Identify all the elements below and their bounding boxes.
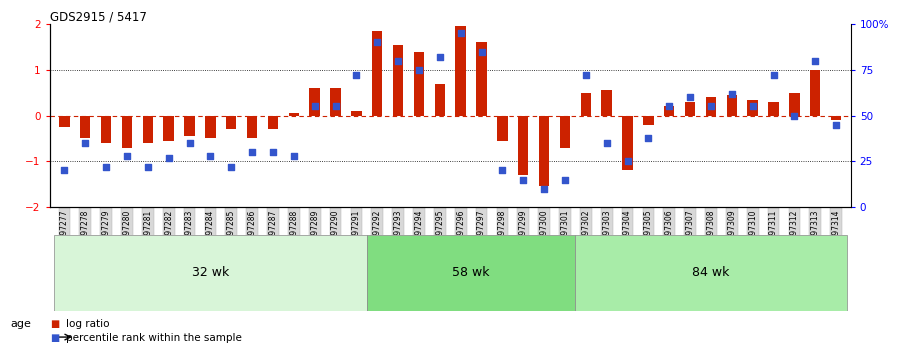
Bar [164,116,174,141]
Text: GDS2915 / 5417: GDS2915 / 5417 [50,10,147,23]
Point [140,164,155,169]
Bar [455,27,466,116]
Bar [372,31,383,116]
Text: 32 wk: 32 wk [192,266,229,279]
Point [245,149,260,155]
Bar [664,106,674,116]
Point [808,58,823,63]
Bar [185,116,195,136]
Bar [685,102,695,116]
Point [516,177,530,182]
Bar [205,116,215,138]
Text: ■: ■ [50,333,59,343]
Bar [559,116,570,148]
Bar [623,116,633,170]
Bar [367,235,576,310]
Point [641,135,655,140]
Bar [748,100,757,116]
Point [725,91,739,96]
Text: percentile rank within the sample: percentile rank within the sample [66,333,242,343]
Point [203,153,217,159]
Bar [576,235,846,310]
Bar [289,113,299,116]
Text: 84 wk: 84 wk [692,266,729,279]
Text: 58 wk: 58 wk [452,266,490,279]
Bar [100,116,111,143]
Point [537,186,551,191]
Text: age: age [11,319,32,329]
Bar [476,42,487,116]
Point [370,40,385,45]
Text: ■: ■ [50,319,59,329]
Point [474,49,489,54]
Point [266,149,281,155]
Bar [518,116,529,175]
Bar [810,70,821,116]
Point [620,159,634,164]
Bar [54,235,367,310]
Bar [581,93,591,116]
Point [746,104,760,109]
Point [57,168,71,173]
Point [349,72,364,78]
Bar [80,116,91,138]
Point [767,72,781,78]
Bar [434,83,445,116]
Point [287,153,301,159]
Point [704,104,719,109]
Point [391,58,405,63]
Point [683,95,698,100]
Bar [351,111,362,116]
Bar [538,116,549,186]
Point [182,140,196,146]
Bar [831,116,842,120]
Point [578,72,593,78]
Bar [789,93,800,116]
Point [829,122,843,128]
Bar [414,51,424,116]
Bar [727,95,737,116]
Point [453,30,468,36]
Bar [247,116,257,138]
Point [224,164,239,169]
Point [329,104,343,109]
Point [78,140,92,146]
Point [662,104,676,109]
Bar [706,97,716,116]
Point [412,67,426,72]
Point [599,140,614,146]
Bar [643,116,653,125]
Bar [497,116,508,141]
Point [433,54,447,60]
Point [787,113,802,118]
Bar [768,102,778,116]
Point [119,153,134,159]
Text: log ratio: log ratio [66,319,110,329]
Point [557,177,572,182]
Bar [226,116,236,129]
Point [495,168,510,173]
Bar [310,88,319,116]
Bar [393,45,404,116]
Bar [143,116,153,143]
Point [99,164,113,169]
Bar [268,116,278,129]
Point [161,155,176,160]
Bar [59,116,70,127]
Point [308,104,322,109]
Bar [330,88,341,116]
Bar [122,116,132,148]
Bar [602,90,612,116]
